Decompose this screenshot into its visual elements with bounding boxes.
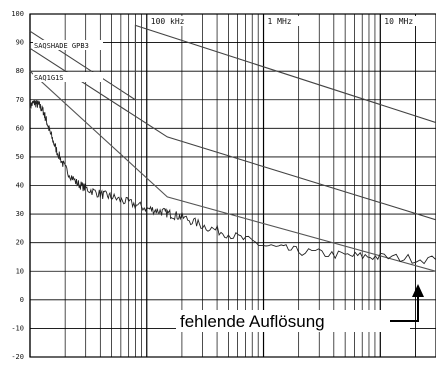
y-tick-label: -20 <box>11 353 24 361</box>
limit-label-background <box>33 40 103 50</box>
y-tick-label: 40 <box>16 182 24 190</box>
x-tick-label-background <box>382 16 425 26</box>
x-tick-label: 100 kHz <box>151 17 185 26</box>
annotation-arrow <box>390 296 419 322</box>
y-tick-label: 90 <box>16 39 24 47</box>
y-tick-label: 20 <box>16 239 24 247</box>
y-tick-label: 100 <box>11 10 24 18</box>
limit-label-background <box>33 72 103 82</box>
limit-line <box>29 70 436 272</box>
limit-line <box>29 24 436 124</box>
x-tick-label: 1 MHz <box>268 17 292 26</box>
missing-resolution-annotation: fehlende Auflösung <box>180 312 325 331</box>
limit-line-labels: SAQSHADE GPB3 SAQ1G1S <box>33 40 103 82</box>
y-tick-label: 50 <box>16 153 24 161</box>
limit-label: SAQ1G1S <box>34 74 64 82</box>
note-background <box>176 310 410 332</box>
annotation-arrowhead <box>412 284 424 297</box>
x-tick-label: 10 MHz <box>384 17 413 26</box>
y-tick-label: 0 <box>20 296 24 304</box>
y-tick-label: 70 <box>16 96 24 104</box>
x-tick-label-background <box>265 16 308 26</box>
y-tick-label: 30 <box>16 210 24 218</box>
y-tick-label: 80 <box>16 67 24 75</box>
y-tick-label: 10 <box>16 267 24 275</box>
limit-label: SAQSHADE GPB3 <box>34 42 89 50</box>
x-axis-tick-labels: 100 kHz 1 MHz 10 MHz <box>148 16 425 26</box>
grid <box>29 13 436 358</box>
measured-spectrum-line <box>29 99 436 265</box>
y-tick-label: 60 <box>16 124 24 132</box>
y-tick-label: -10 <box>11 324 24 332</box>
x-tick-label-background <box>148 16 191 26</box>
